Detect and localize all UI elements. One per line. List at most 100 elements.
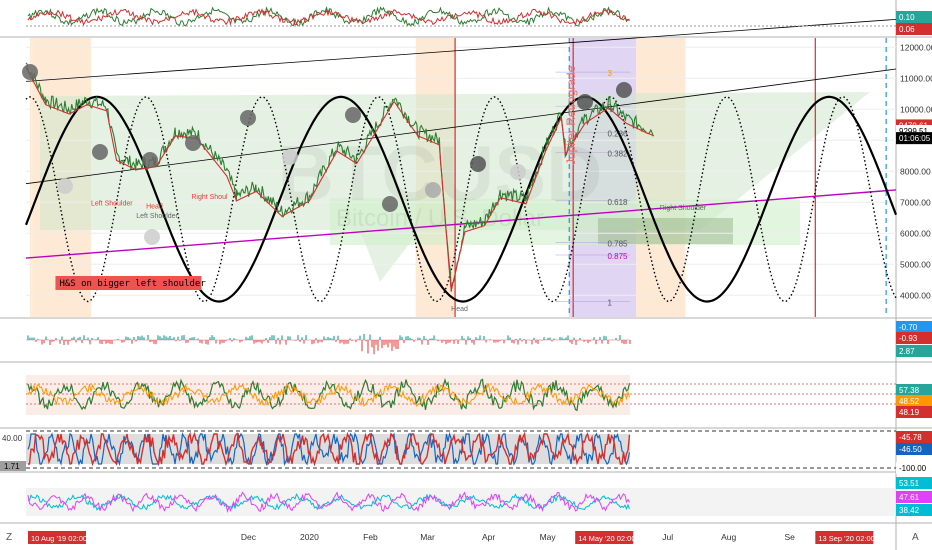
trend-line-2 [25,19,897,82]
stochastic-oscillator-label-2: -100.00 [899,464,927,473]
fib-levels: 0 0.236 0.382 0.618 0.785 0.875 1 3 [555,69,631,308]
cursor-label-1: 14 May '20 02:00 [578,534,635,543]
annotation-5: Head [451,306,468,313]
rsi-oscillator-label-1: 47.61 [899,493,920,502]
band-oscillator-panel [26,375,896,415]
price-grid [26,46,896,296]
moon-phase-icon-9 [470,156,486,172]
histogram-oscillator-label-1: -0.93 [899,334,918,343]
histogram-oscillator-label-2: 2.87 [899,347,915,356]
moon-phase-icon-10 [510,164,526,180]
stochastic-oscillator-label-bg-1 [896,443,932,455]
x-tick-label-7: Jul [662,532,673,542]
x-tick-label-1: 2020 [300,532,319,542]
x-tick-label-0: Dec [241,532,257,542]
auto-scale-toggle[interactable]: A [912,532,919,543]
watermark-subtitle: Bitcoin / U.S. Dollar [336,205,544,232]
top-oscillator-label-0: 0.10 [899,13,915,22]
top-oscillator-label-bg-0 [896,11,932,23]
top-oscillator-label-bg-1 [896,23,932,35]
band-oscillator-label-bg-2 [896,406,932,418]
cursor-date-labels: 10 Aug '19 02:00 14 May '20 02:00 13 Sep '… [28,531,875,544]
fib-label-3: 0.618 [607,198,628,207]
annotation-2: Head [146,204,163,211]
price-label-2: 01:06:05 [899,134,931,143]
rsi-oscillator-label-bg-2 [896,504,932,516]
moon-phase-icon-1 [57,178,73,194]
moon-phase-icon-12 [616,82,632,98]
price-axis: 12000.0011000.0010000.009000.008000.0070… [900,42,932,300]
rsi-oscillator-label-0: 53.51 [899,479,920,488]
moon-phase-icon-4 [185,135,201,151]
fib-label-6: 1 [607,299,612,308]
x-tick-label-2: Feb [363,532,378,542]
fib-label-5: 0.875 [607,252,628,261]
y-tick-label-2: 10000.00 [900,104,932,114]
rsi-oscillator-label-bg-0 [896,477,932,489]
y-tick-label-7: 5000.00 [900,259,931,269]
y-tick-label-6: 6000.00 [900,228,931,238]
log-scale-toggle[interactable]: Z [6,532,12,543]
cycle-curve-1 [25,96,897,303]
fib-label-1: 0.236 [607,130,628,139]
price-moving-average [25,67,655,291]
moon-phase-icon-5 [240,110,256,126]
cursor-label-bg-1 [575,531,634,544]
stoch-left-label-0: 40.00 [2,434,23,443]
annotation-box-0 [55,276,202,290]
band-oscillator-label-0: 57.38 [899,386,920,395]
rsi-oscillator-label-2: 38.42 [899,506,920,515]
y-tick-label-5: 7000.00 [900,197,931,207]
stochastic-oscillator-label-0: -45.78 [899,433,922,442]
annotation-4: Left Shoulder [136,213,178,220]
moon-phase-icon-6 [282,149,298,165]
y-tick-label-8: 4000.00 [900,290,931,300]
top-oscillator-label-1: 0.06 [899,25,915,34]
x-tick-label-3: Mar [420,532,435,542]
fib-label-4: 0.785 [607,240,628,249]
price-line [25,62,654,292]
moon-phase-icon-11 [577,94,593,110]
stoch-left-bg-1 [0,461,26,471]
trend-line-0 [25,189,897,259]
annotation-0: H&S on bigger left shoulder [59,279,206,289]
stoch-left-label-1: 1.71 [4,462,20,471]
price-series [25,62,655,292]
top-oscillator-panel [26,6,896,27]
moon-phase-icons [22,64,632,245]
stochastic-oscillator-label-bg-0 [896,431,932,443]
fib-label-0: 0 [607,103,612,112]
cycle-curves [24,95,898,303]
cursor-label-bg-2 [815,531,874,544]
cursor-label-2: 13 Sep '20 02:00 [818,534,874,543]
annotation-6: Right Shoulder [660,205,707,212]
histogram-oscillator-panel [26,333,631,355]
histogram-oscillator-label-bg-1 [896,332,932,344]
trend-lines [25,19,897,259]
band-oscillator-label-bg-1 [896,395,932,407]
moon-phase-icon-7 [345,107,361,123]
fib-label-2: 0.382 [607,150,628,159]
moon-phase-icon-3 [142,152,158,168]
subpanel-value-labels: 0.10 0.06 -0.70 -0.93 2.87 57.38 48.52 48.19 -45… [0,11,932,516]
band-oscillator-label-1: 48.52 [899,397,920,406]
histogram-oscillator-label-0: -0.70 [899,323,918,332]
cursor-label-bg-0 [28,531,86,544]
y-tick-label-1: 11000.00 [900,73,932,83]
stochastic-oscillator-label-1: -46.50 [899,445,922,454]
x-tick-label-8: Aug [721,532,736,542]
rsi-oscillator-panel [26,488,896,516]
histogram-oscillator-label-bg-0 [896,321,932,333]
stochastic-oscillator-label-bg-2 [896,462,932,474]
vertical-markers [31,38,887,317]
cursor-label-0: 10 Aug '19 02:00 [31,534,87,543]
trend-line-1 [25,68,897,185]
x-tick-label-5: May [540,532,557,542]
y-tick-label-4: 8000.00 [900,166,931,176]
x-tick-label-9: Se [785,532,796,542]
corner-buttons: Z A [6,532,919,543]
price-label-bg-2 [896,132,932,145]
annotation-3: Right Shoul [191,194,228,201]
